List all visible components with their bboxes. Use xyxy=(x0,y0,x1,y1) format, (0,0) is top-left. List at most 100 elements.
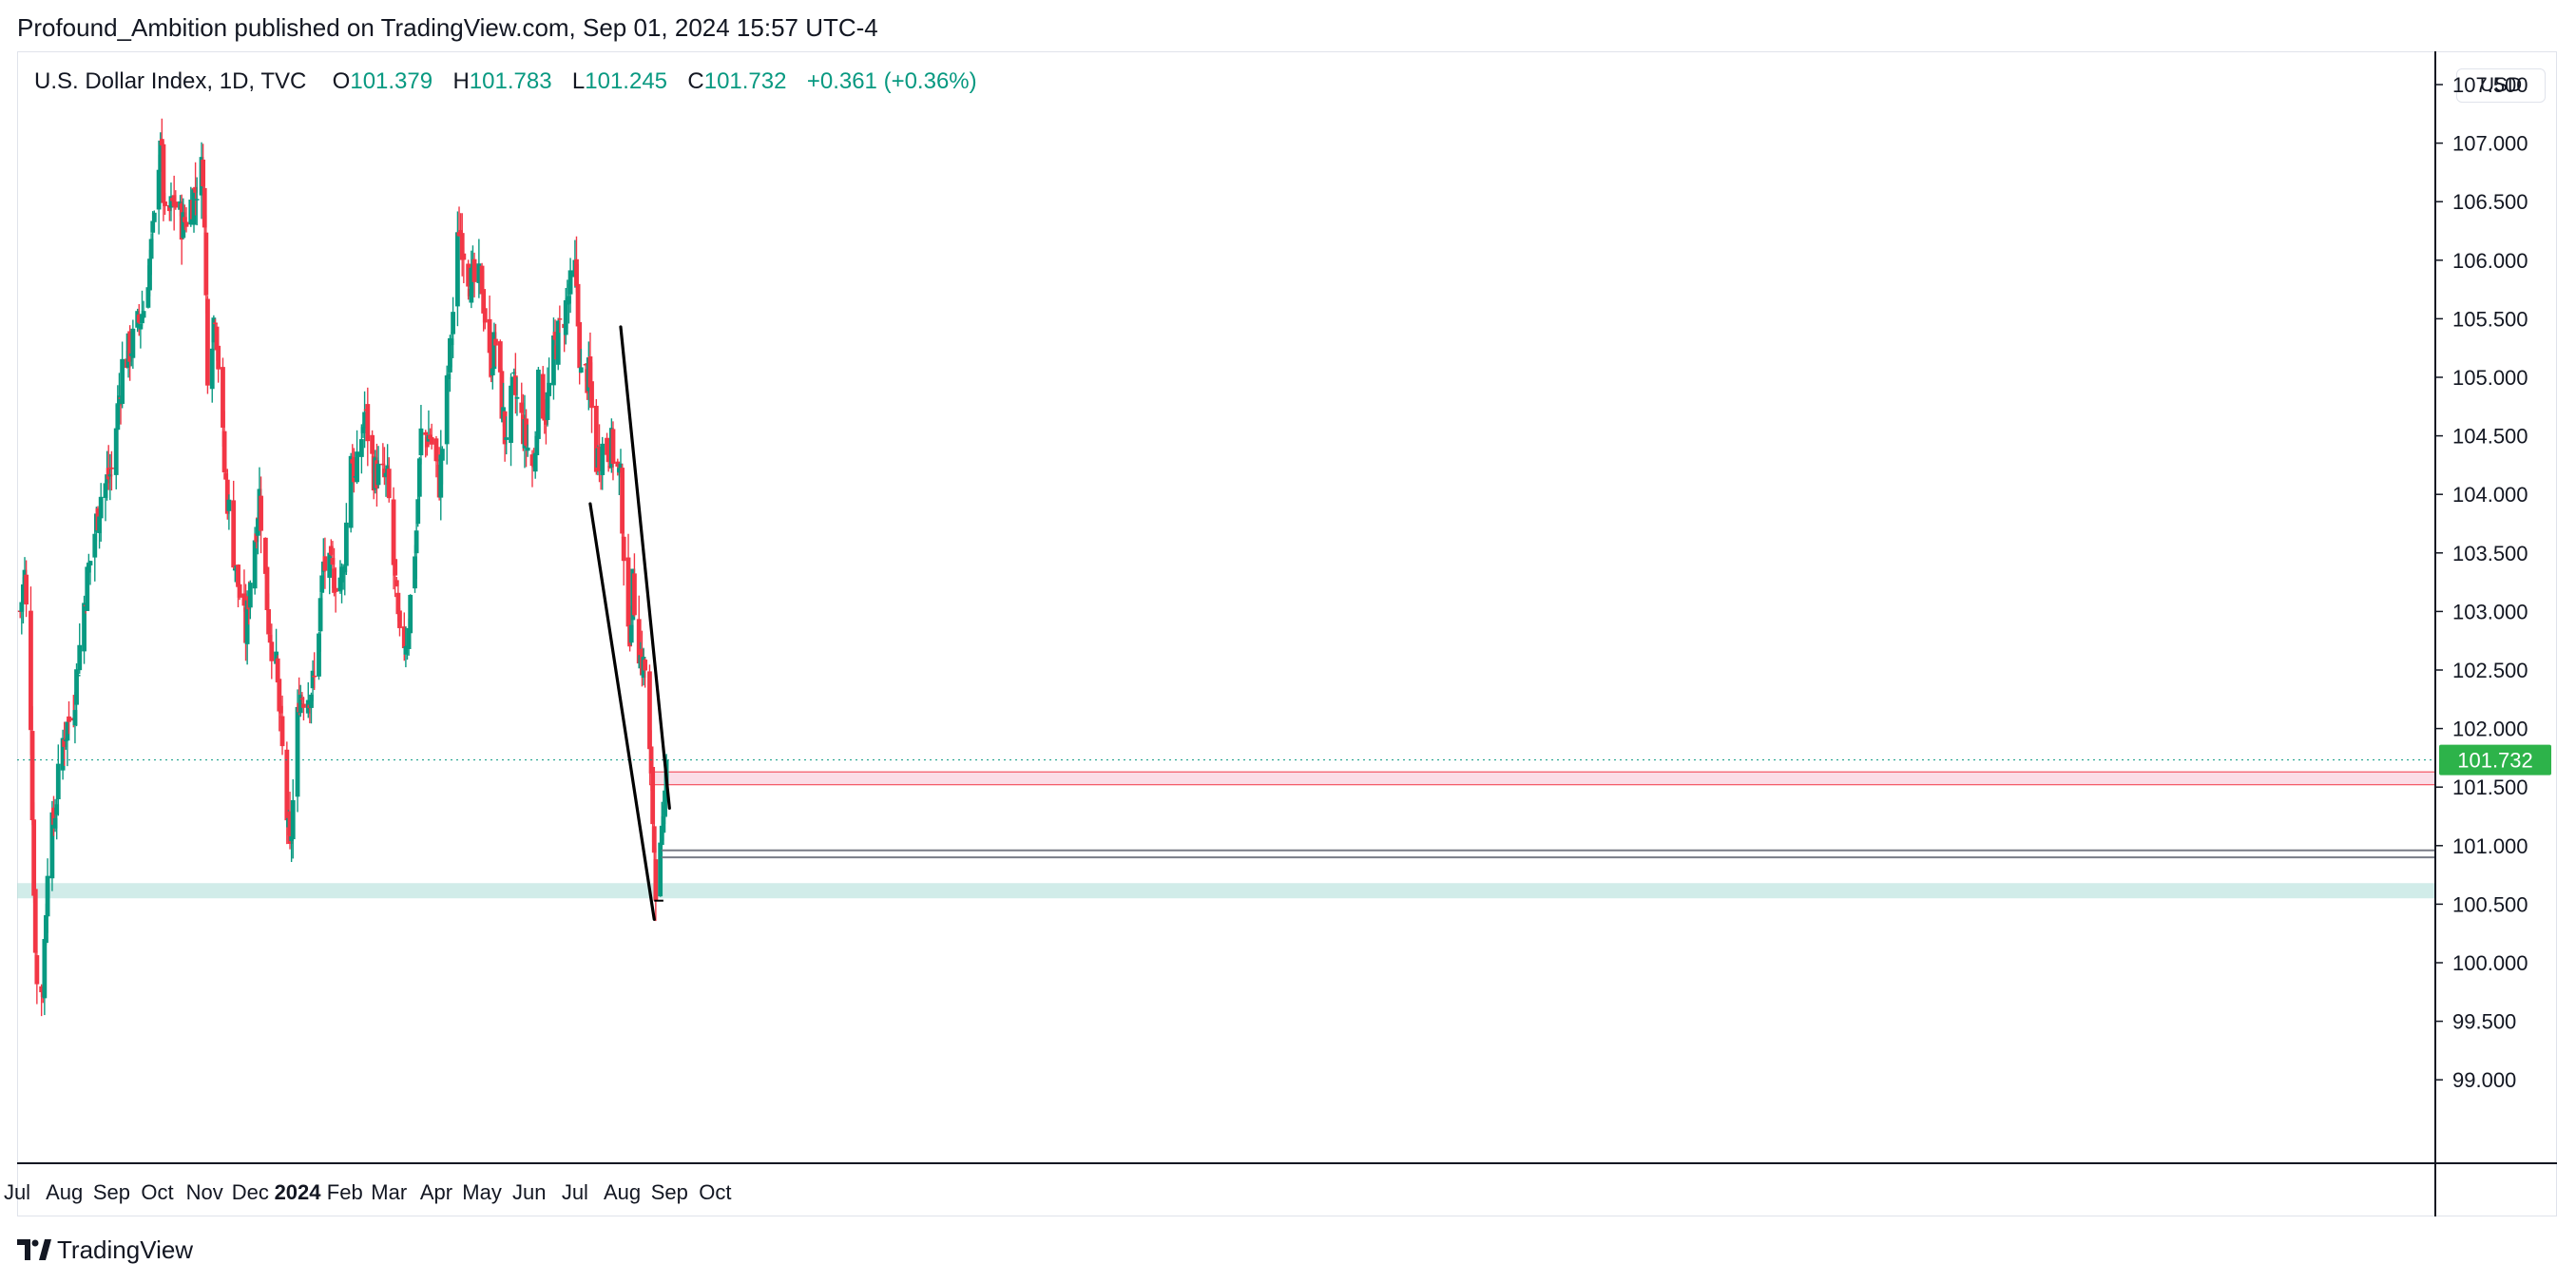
candle xyxy=(355,430,359,485)
price-tick-label: 100.500 xyxy=(2452,892,2528,916)
candle-body xyxy=(383,472,389,477)
candle xyxy=(130,319,136,370)
chart-frame xyxy=(17,51,2557,1216)
candle-body xyxy=(416,458,422,497)
candle-body xyxy=(262,537,268,574)
candle-body xyxy=(534,435,540,455)
candle-body xyxy=(343,522,349,566)
price-tick-label: 106.500 xyxy=(2452,190,2528,214)
candle xyxy=(298,684,303,718)
candle-body xyxy=(98,496,104,519)
candle-body xyxy=(49,812,55,879)
candle xyxy=(643,658,648,688)
time-tick-label: Jul xyxy=(562,1180,588,1204)
candle xyxy=(51,795,56,836)
candle-body xyxy=(514,396,520,399)
candle-body xyxy=(156,169,162,210)
candle-body xyxy=(223,473,229,480)
candle xyxy=(194,177,200,226)
candle xyxy=(161,141,166,221)
candle xyxy=(168,182,174,221)
candle-body xyxy=(615,461,621,467)
candle-body xyxy=(182,217,187,222)
candle xyxy=(382,447,387,486)
candle-body xyxy=(435,459,440,462)
time-tick-label: Dec xyxy=(232,1180,269,1204)
candle-body xyxy=(375,463,381,486)
candle-body xyxy=(328,546,334,555)
price-tick-label: 101.000 xyxy=(2452,834,2528,858)
candle xyxy=(62,721,67,766)
candle xyxy=(65,718,70,767)
candle xyxy=(383,470,389,497)
candle xyxy=(317,631,321,680)
candle xyxy=(651,823,657,865)
candle-body xyxy=(275,658,280,683)
candle-body xyxy=(393,559,398,576)
candle xyxy=(148,233,154,276)
candle-body xyxy=(370,434,375,454)
candle xyxy=(416,456,422,520)
candle xyxy=(82,595,87,664)
candle-body xyxy=(358,439,364,457)
candle-body xyxy=(433,438,439,462)
candle-body xyxy=(551,335,556,386)
candle-body xyxy=(301,703,306,708)
candle-body xyxy=(525,447,530,451)
candle-body xyxy=(241,593,247,606)
candle-body xyxy=(632,573,637,616)
tradingview-logo-icon xyxy=(17,1239,51,1260)
candle xyxy=(621,512,626,586)
candle-body xyxy=(29,731,35,821)
candle-body xyxy=(166,204,172,212)
candle xyxy=(45,858,50,933)
candle-body xyxy=(413,530,419,554)
candle-body xyxy=(489,349,494,377)
candle xyxy=(647,664,652,750)
candle xyxy=(418,405,424,465)
candle-body xyxy=(115,404,121,431)
candle xyxy=(29,706,35,826)
candle-body xyxy=(158,140,163,172)
candle-body xyxy=(214,326,220,351)
currency-button[interactable]: USD xyxy=(2456,68,2546,103)
candle xyxy=(597,424,602,483)
candle-body xyxy=(44,914,48,944)
candle-body xyxy=(545,392,550,420)
candle-body xyxy=(209,348,215,390)
candle-body xyxy=(163,201,167,206)
candle-body xyxy=(51,807,56,825)
candle xyxy=(29,586,33,756)
candle-body xyxy=(45,875,50,917)
candle-body xyxy=(511,372,517,374)
candle xyxy=(547,357,552,409)
tradingview-logo[interactable]: TradingView xyxy=(17,1235,193,1264)
candle xyxy=(203,215,209,314)
trendline xyxy=(588,502,656,922)
price-tick-label: 103.500 xyxy=(2452,542,2528,565)
candle xyxy=(482,289,488,330)
time-tick-label: Oct xyxy=(699,1180,731,1204)
candle-body xyxy=(563,299,568,335)
candle-body xyxy=(650,767,656,825)
candle-body xyxy=(259,495,263,531)
candle xyxy=(455,211,460,327)
candle-body xyxy=(138,323,144,330)
candle xyxy=(471,252,477,297)
price-tick-label: 104.500 xyxy=(2452,425,2528,449)
candle xyxy=(221,411,227,479)
open-label: O xyxy=(332,68,351,94)
candle-body xyxy=(252,540,258,589)
candle xyxy=(551,317,556,400)
candle-body xyxy=(171,195,177,207)
candle-body xyxy=(310,670,316,689)
candle-body xyxy=(168,196,174,208)
candle-body xyxy=(438,454,444,498)
candle-body xyxy=(109,467,114,469)
candle-body xyxy=(529,454,535,467)
candle xyxy=(589,362,594,433)
candle xyxy=(201,144,206,188)
candle-body xyxy=(493,338,498,346)
candle-body xyxy=(577,321,583,369)
